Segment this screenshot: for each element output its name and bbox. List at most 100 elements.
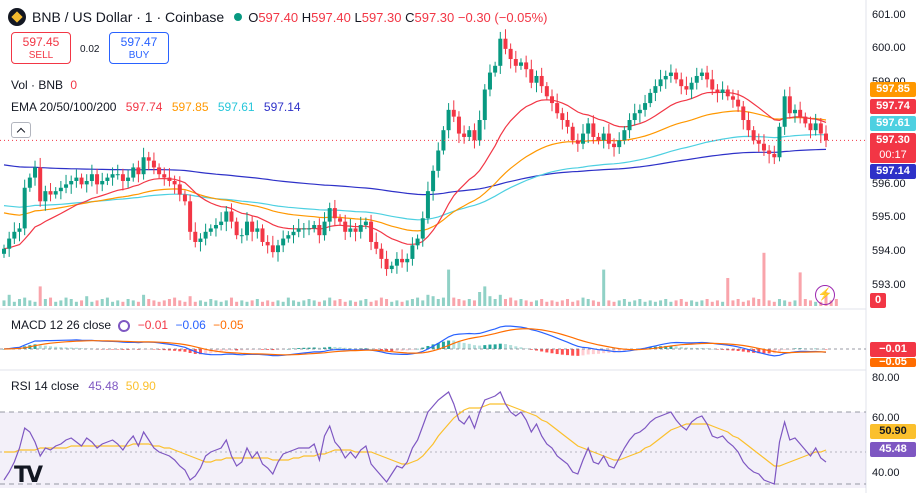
candle-body <box>787 96 792 114</box>
macd-histogram-bar <box>648 347 652 349</box>
candle-body <box>126 177 131 181</box>
candle-body <box>276 245 280 253</box>
volume-bar <box>731 300 735 306</box>
macd-histogram-bar <box>519 347 523 349</box>
candle-body <box>379 248 384 259</box>
macd-histogram-bar <box>235 349 239 351</box>
macd-histogram-bar <box>328 346 332 349</box>
symbol-title[interactable]: BNB / US Dollar · 1 · Coinbase <box>32 9 225 25</box>
candle-body <box>606 133 611 144</box>
candle-body <box>307 228 312 230</box>
volume-bar <box>292 300 296 306</box>
volume-bar <box>669 301 673 306</box>
candle-body <box>544 86 549 97</box>
volume-bar <box>43 299 47 306</box>
candle-body <box>415 238 420 246</box>
candle-body <box>710 79 715 90</box>
volume-bar <box>653 301 657 306</box>
volume-bar <box>467 299 471 306</box>
volume-bar <box>142 294 146 306</box>
volume-bar <box>369 301 373 306</box>
candle-body <box>529 69 534 83</box>
macd-histogram-bar <box>566 349 570 356</box>
volume-bar <box>659 300 663 306</box>
volume-bar <box>126 299 130 306</box>
candle-body <box>694 75 699 83</box>
volume-bar <box>23 297 27 306</box>
volume-bar <box>700 300 704 306</box>
macd-histogram-bar <box>695 347 699 349</box>
tradingview-logo-icon[interactable]: TV <box>14 463 43 488</box>
volume-bar <box>597 301 601 306</box>
macd-histogram-bar <box>111 349 115 350</box>
rsi-ma-line <box>4 403 827 467</box>
candle-body <box>751 130 756 141</box>
candle-body <box>162 174 167 178</box>
candle-body <box>761 143 766 151</box>
macd-histogram-bar <box>38 345 42 349</box>
volume-bar <box>204 301 208 306</box>
volume-bar <box>173 297 177 306</box>
macd-settings-icon[interactable] <box>118 319 131 332</box>
volume-legend[interactable]: Vol · BNB 0 <box>11 78 78 92</box>
macd-histogram-bar <box>560 349 564 355</box>
volume-bar <box>772 301 776 306</box>
volume-bar <box>85 296 89 306</box>
volume-bar <box>736 299 740 306</box>
macd-histogram-bar <box>509 345 513 349</box>
candle-body <box>389 265 394 270</box>
volume-bar <box>229 297 233 306</box>
candle-body <box>575 140 580 144</box>
volume-bar <box>834 299 838 306</box>
macd-histogram-bar <box>178 349 182 352</box>
volume-bar <box>80 300 84 306</box>
macd-histogram-bar <box>736 349 740 351</box>
volume-bar <box>364 299 368 306</box>
candle-body <box>493 65 498 73</box>
macd-histogram-bar <box>503 344 507 349</box>
macd-histogram-bar <box>757 349 761 354</box>
candle-body <box>146 157 151 161</box>
volume-bar <box>726 278 730 306</box>
macd-histogram-bar <box>121 349 125 350</box>
spread-value: 0.02 <box>80 44 100 55</box>
candle-body <box>689 82 694 90</box>
volume-bar <box>111 301 115 306</box>
sell-button[interactable]: 597.45 SELL <box>11 32 71 64</box>
candle-body <box>286 235 291 239</box>
candle-body <box>756 140 761 144</box>
macd-histogram-bar <box>457 341 461 349</box>
volume-bar <box>59 300 63 306</box>
macd-histogram-bar <box>385 349 389 351</box>
macd-histogram-bar <box>379 349 383 351</box>
volume-bar <box>323 300 327 306</box>
candle-body <box>596 136 601 141</box>
volume-bar <box>426 294 430 306</box>
macd-histogram-bar <box>493 344 497 349</box>
volume-bar <box>478 292 482 306</box>
volume-bar <box>7 294 11 306</box>
candle-body <box>534 75 539 83</box>
buy-button[interactable]: 597.47 BUY <box>109 32 169 64</box>
macd-legend[interactable]: MACD 12 26 close −0.01 −0.06 −0.05 <box>11 318 244 332</box>
macd-histogram-bar <box>690 347 694 349</box>
ema-legend[interactable]: EMA 20/50/100/200 597.74 597.85 597.61 5… <box>11 100 301 114</box>
candle-body <box>462 133 467 137</box>
volume-bar <box>783 300 787 306</box>
price-tick: 595.00 <box>872 211 906 223</box>
macd-histogram-bar <box>302 347 306 349</box>
volume-bar <box>400 301 404 306</box>
candle-body <box>524 62 529 70</box>
volume-bar <box>643 301 647 306</box>
macd-histogram-bar <box>452 340 456 349</box>
volume-bar <box>493 299 497 306</box>
macd-histogram-bar <box>204 349 208 354</box>
candle-body <box>151 160 156 168</box>
candle-body <box>632 113 637 121</box>
collapse-legend-button[interactable] <box>11 122 31 138</box>
rsi-legend[interactable]: RSI 14 close 45.48 50.90 <box>11 379 156 393</box>
candle-body <box>157 167 162 175</box>
candle-body <box>338 218 343 222</box>
alerts-bolt-icon[interactable]: ⚡ <box>815 285 835 305</box>
